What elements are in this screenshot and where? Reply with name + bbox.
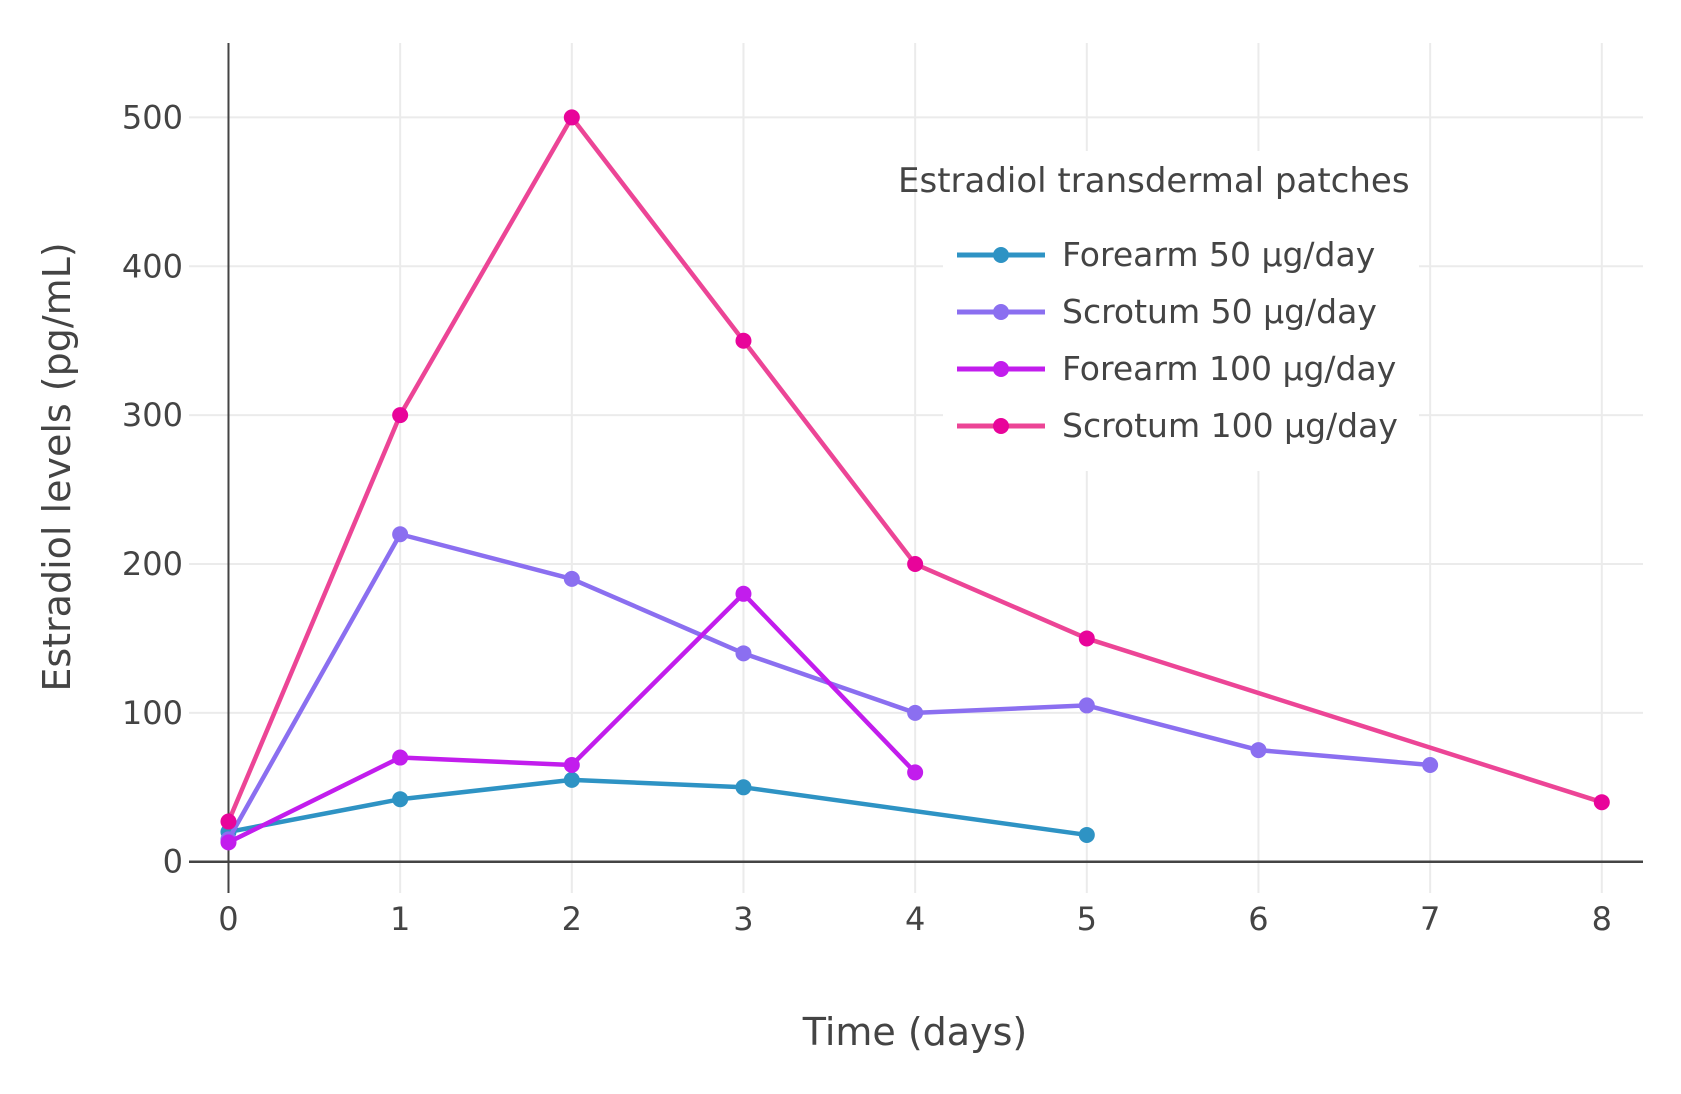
data-point <box>1078 697 1095 714</box>
legend-item: Forearm 50 µg/day <box>957 235 1375 274</box>
data-point <box>735 585 752 602</box>
x-tick-label: 4 <box>905 900 925 938</box>
data-point <box>1078 826 1095 843</box>
series-forearm-50-g-day <box>220 771 1095 843</box>
x-tick-label: 3 <box>733 900 753 938</box>
axes: 0 1 2 3 4 5 6 7 8 0 100 200 300 400 500 <box>122 43 1643 938</box>
legend-item: Forearm 100 µg/day <box>957 349 1396 388</box>
data-point <box>735 332 752 349</box>
legend-label: Forearm 50 µg/day <box>1062 235 1375 274</box>
legend-label: Scrotum 50 µg/day <box>1062 292 1377 331</box>
data-point <box>392 526 409 543</box>
y-tick-label: 300 <box>122 396 183 434</box>
legend-swatch-marker <box>993 418 1009 434</box>
data-point <box>563 756 580 773</box>
data-point <box>392 407 409 424</box>
legend-title: Estradiol transdermal patches <box>898 161 1410 201</box>
data-point <box>735 645 752 662</box>
data-point <box>392 749 409 766</box>
legend-swatch-marker <box>993 247 1009 263</box>
data-point <box>1593 794 1610 811</box>
data-point <box>1422 756 1439 773</box>
data-point <box>907 556 924 573</box>
data-point <box>563 771 580 788</box>
x-tick-label: 2 <box>562 900 582 938</box>
data-point <box>907 764 924 781</box>
data-point <box>1078 630 1095 647</box>
series-forearm-100-g-day <box>220 585 924 851</box>
legend-label: Forearm 100 µg/day <box>1062 349 1396 388</box>
legend-item: Scrotum 100 µg/day <box>957 406 1398 445</box>
y-tick-label: 0 <box>163 843 183 881</box>
legend: Estradiol transdermal patches Forearm 50… <box>898 161 1410 445</box>
series-scrotum-100-g-day <box>220 109 1610 830</box>
y-tick-label: 200 <box>122 545 183 583</box>
x-tick-label: 0 <box>218 900 238 938</box>
data-point <box>907 704 924 721</box>
x-tick-label: 8 <box>1592 900 1612 938</box>
y-tick-label: 400 <box>122 247 183 285</box>
legend-label: Scrotum 100 µg/day <box>1062 406 1398 445</box>
legend-swatch-marker <box>993 361 1009 377</box>
data-point <box>563 570 580 587</box>
data-point <box>563 109 580 126</box>
x-tick-label: 1 <box>390 900 410 938</box>
y-tick-label: 500 <box>122 98 183 136</box>
x-axis-title: Time (days) <box>802 1010 1027 1054</box>
legend-item: Scrotum 50 µg/day <box>957 292 1377 331</box>
series-line <box>226 531 1431 841</box>
data-point <box>735 779 752 796</box>
series-layer <box>220 109 1610 851</box>
x-tick-label: 7 <box>1420 900 1440 938</box>
series-line <box>228 777 1088 838</box>
data-point <box>220 834 237 851</box>
data-point <box>1250 742 1267 759</box>
legend-swatch-marker <box>993 304 1009 320</box>
y-axis-title: Estradiol levels (pg/mL) <box>35 242 79 691</box>
data-point <box>392 791 409 808</box>
x-tick-label: 5 <box>1077 900 1097 938</box>
y-tick-label: 100 <box>122 694 183 732</box>
data-point <box>220 813 237 830</box>
x-tick-label: 6 <box>1248 900 1268 938</box>
